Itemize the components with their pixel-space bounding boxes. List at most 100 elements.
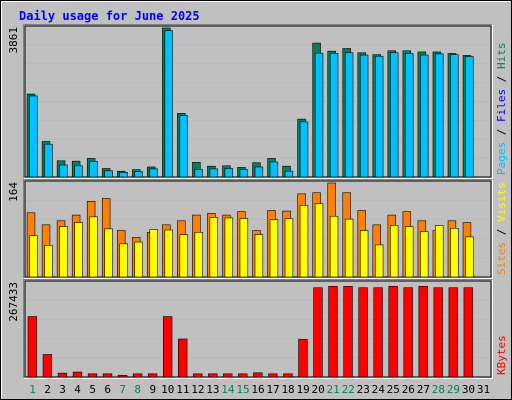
bar-visits [389,225,399,278]
bar-pages [405,53,414,178]
bar-visits [344,218,354,278]
bar-pages [435,53,444,178]
day-label: 3 [59,383,66,396]
bar-pages [224,168,234,178]
legend-entry: / [495,222,508,242]
bar-pages [89,161,98,178]
bar-visits [314,203,324,278]
day-label: 6 [104,383,111,396]
bar-pages [149,168,158,178]
bar-visits [254,234,264,278]
bar-visits [89,216,98,278]
bar-visits [284,218,294,278]
day-label: 15 [236,383,249,396]
bar-kbytes [57,372,68,378]
bar-kbytes [102,373,113,378]
bar-pages [104,170,113,178]
bar-kbytes [448,287,458,378]
legend-entry: KBytes [495,335,508,375]
day-label: 25 [387,383,400,396]
bar-visits [465,236,474,278]
bar-visits [119,243,128,278]
bar-visits [374,244,384,278]
chart-title: Daily usage for June 2025 [19,9,200,23]
bar-kbytes [27,316,38,378]
bar-pages [179,115,188,178]
bar-visits [209,217,219,278]
bar-kbytes [208,373,218,378]
bar-kbytes [178,338,188,378]
day-label: 28 [432,383,445,396]
day-labels: 1 2 3 4 5 6 7 8 9 10 11 12 13 14 15 16 17 18 19 20 21 22 23 24 2… [29,383,490,396]
day-label: 16 [251,383,264,396]
bar-kbytes [193,373,203,378]
bar-visits [134,241,143,278]
bar-visits [59,226,68,278]
bar-visits [239,218,249,278]
legend-entry: Files [495,89,508,122]
day-label: 31 [477,383,490,396]
bar-pages [389,52,399,178]
legend-entry: / [495,69,508,89]
bar-kbytes [463,287,473,378]
day-label: 7 [119,383,126,396]
bar-visits [435,225,444,278]
bar-kbytes [388,286,398,378]
bar-kbytes [132,373,143,378]
panel-hits: 3861 Pages / Files / Hits [7,24,508,179]
plot-area [24,280,492,378]
bar-kbytes [283,373,293,378]
day-label: 2 [44,383,51,396]
bar-kbytes [373,287,383,378]
bar-pages [164,30,173,178]
bar-kbytes [403,287,413,378]
bar-kbytes [72,371,83,378]
day-label: 12 [191,383,204,396]
bar-visits [29,235,38,278]
bar-pages [359,54,369,178]
y-max-label: 267433 [7,282,20,322]
bar-pages [299,121,309,178]
day-label: 30 [462,383,475,396]
bar-kbytes [223,373,233,378]
bar-pages [314,52,324,178]
bar-pages [284,170,294,178]
bar-kbytes [147,373,158,378]
bar-pages [74,165,83,178]
y-max-label: 3861 [7,27,20,54]
bar-kbytes [253,372,263,378]
panel-border-highlight [23,24,493,179]
day-label: 14 [221,383,235,396]
legend-entry: / [495,122,508,142]
panel-legend: Pages / Files / Hits [495,43,508,176]
bar-visits [359,230,369,278]
bar-visits [44,245,53,278]
day-label: 22 [342,383,355,396]
bar-visits [224,217,234,278]
bar-pages [194,169,203,178]
bar-pages [254,166,264,178]
panel-visits: 164 Sites / Visits [7,179,508,279]
day-label: 8 [134,383,141,396]
panel-legend: Sites / Visits [495,182,508,275]
bar-kbytes [328,286,338,378]
day-label: 29 [447,383,460,396]
legend-entry: Visits [495,182,508,222]
day-label: 20 [312,383,325,396]
bar-pages [239,169,249,178]
legend-entry: Hits [495,43,508,70]
bar-pages [269,161,279,178]
day-label: 19 [296,383,309,396]
bar-kbytes [238,373,248,378]
bar-pages [29,95,38,178]
bar-visits [194,231,203,278]
day-label: 10 [161,383,174,396]
bar-kbytes [313,287,323,378]
legend-entry: Pages [495,142,508,175]
bar-kbytes [418,286,428,378]
day-label: 5 [89,383,96,396]
panel-kbytes: 267433 KBytes [7,279,508,379]
bar-visits [405,226,414,278]
